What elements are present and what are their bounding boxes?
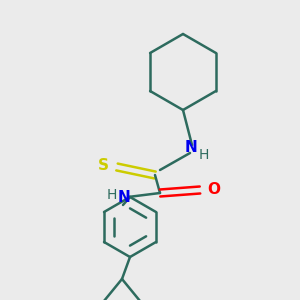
Text: N: N <box>118 190 130 205</box>
Text: S: S <box>98 158 109 173</box>
Text: O: O <box>208 182 220 196</box>
Text: H: H <box>199 148 209 162</box>
Text: H: H <box>107 188 117 202</box>
Text: N: N <box>184 140 197 155</box>
